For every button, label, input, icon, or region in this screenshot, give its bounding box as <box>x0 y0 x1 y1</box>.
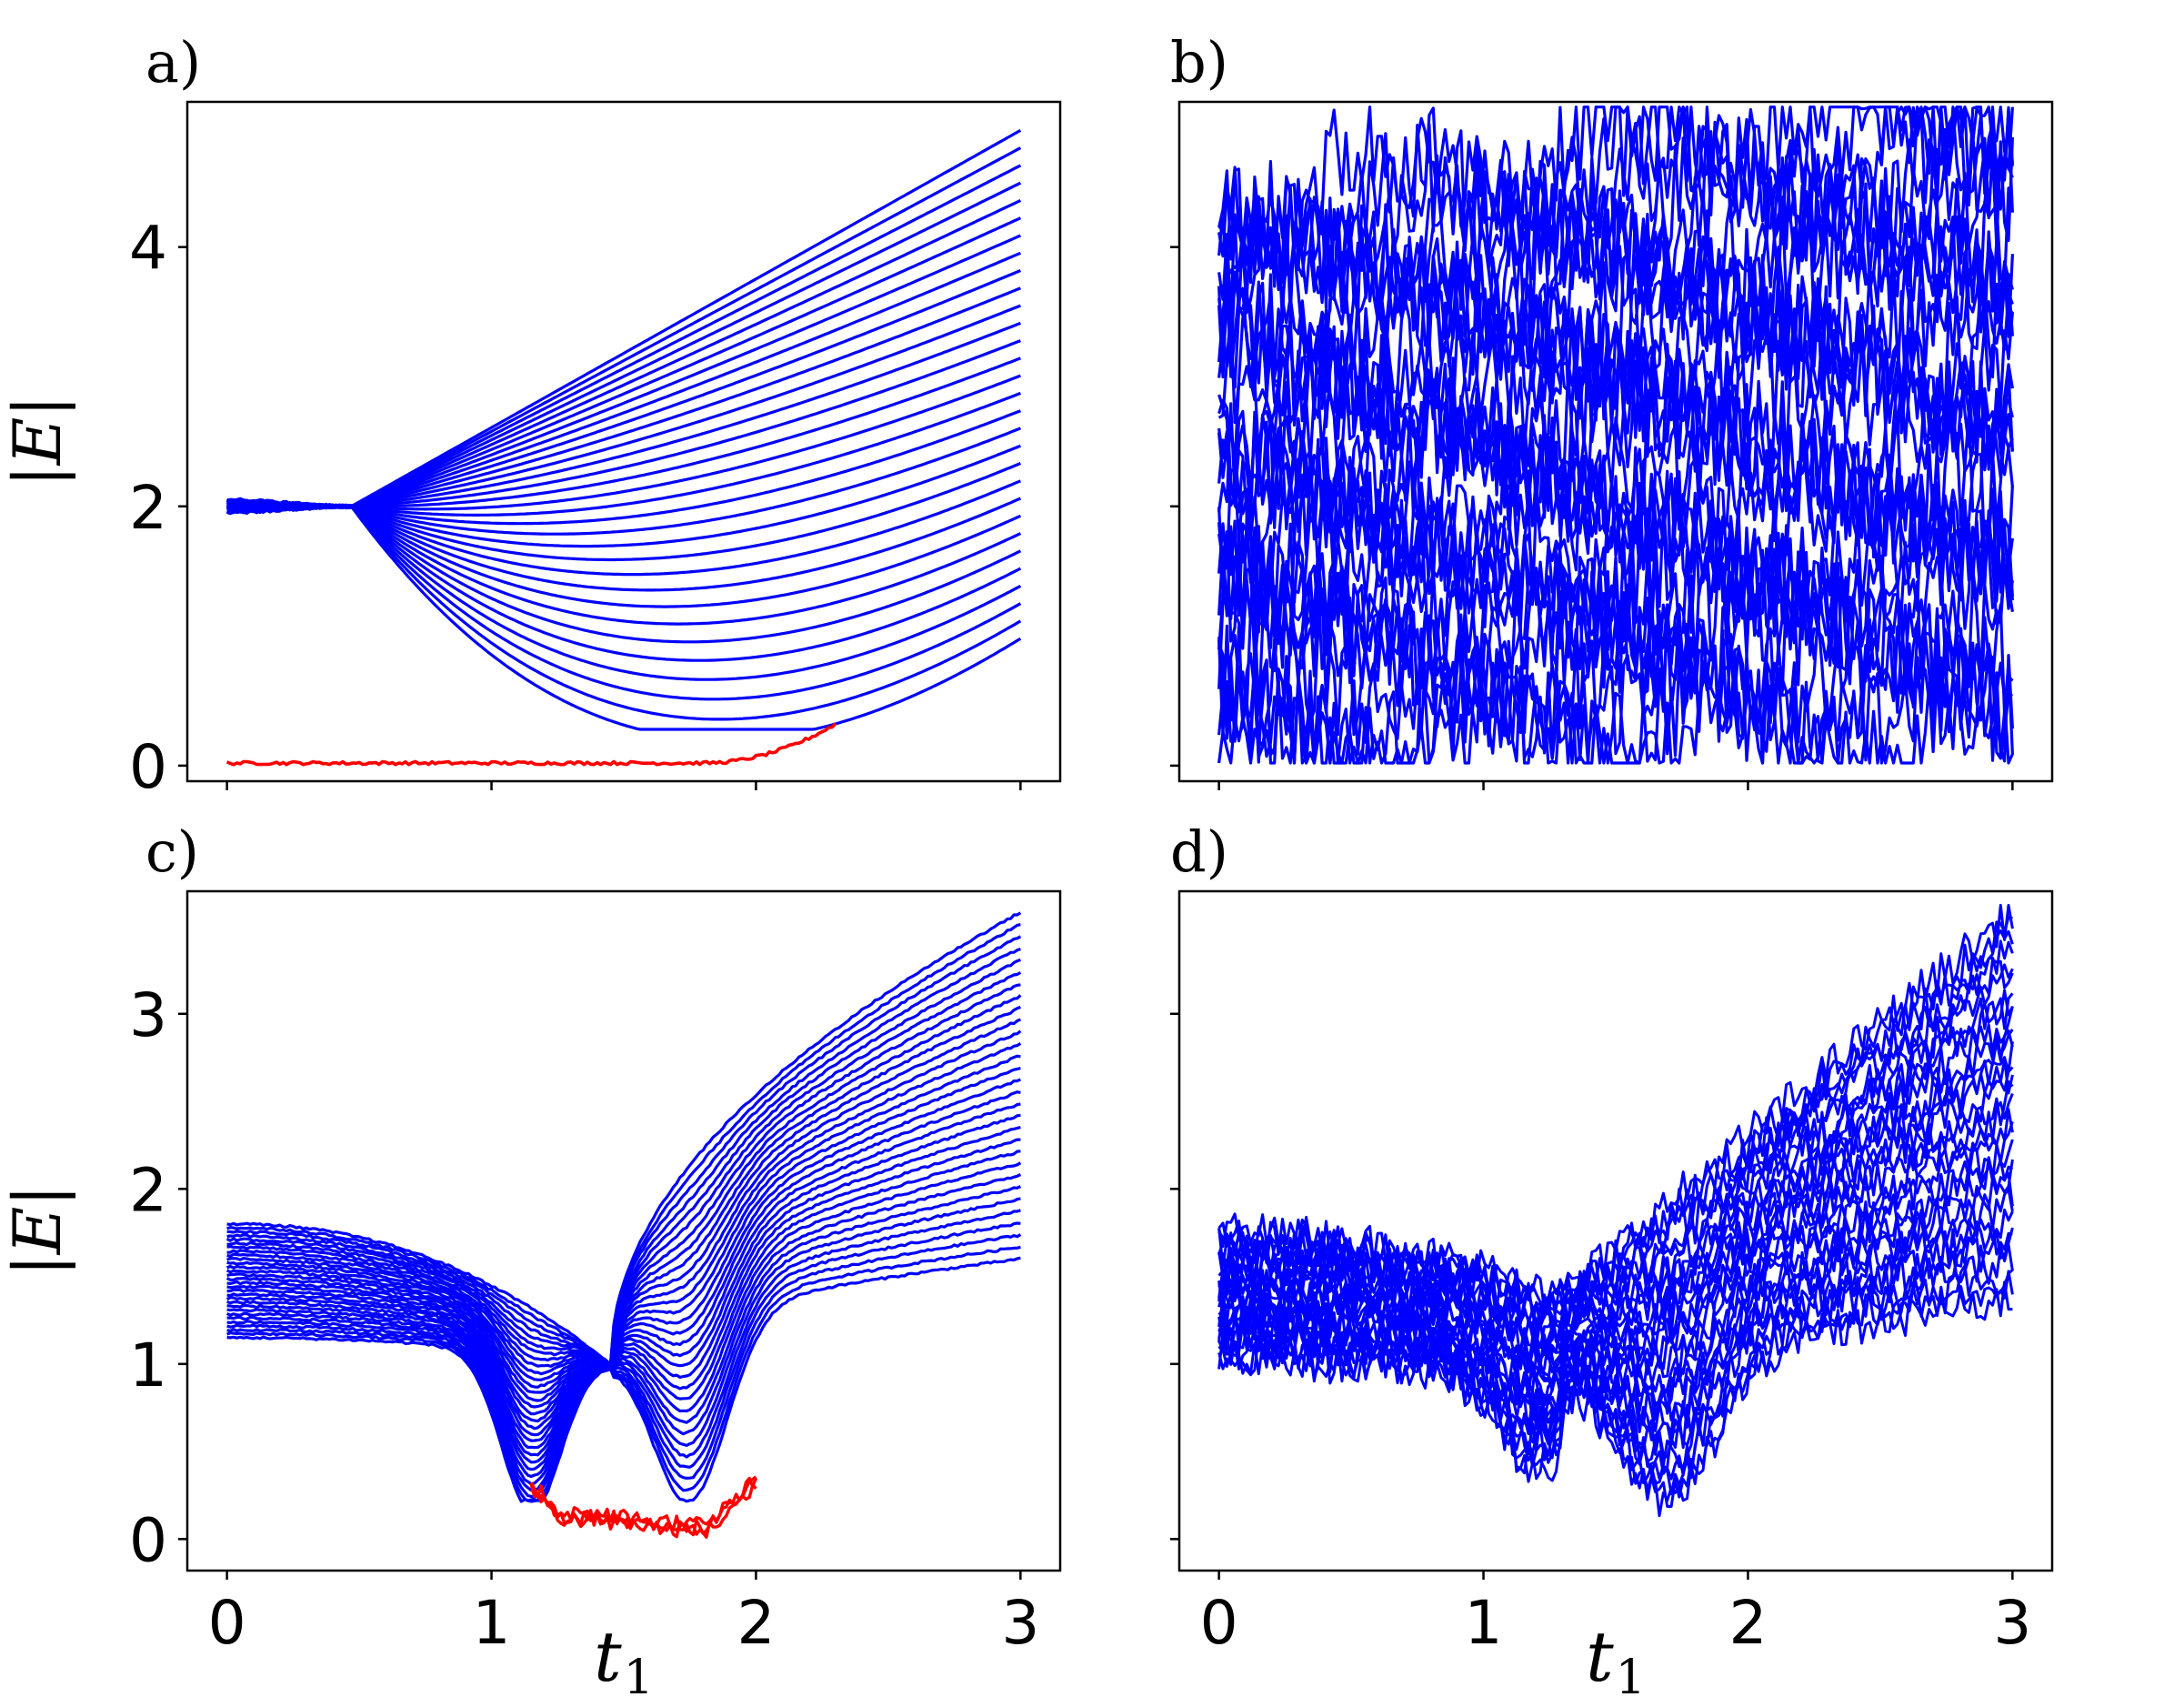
band-line <box>1217 183 2014 403</box>
panel-a-plot-area <box>225 128 1022 767</box>
band-line <box>1217 903 2014 1310</box>
y-tick-label: 0 <box>129 732 167 802</box>
band-line <box>1217 481 2014 678</box>
band-line <box>1217 105 2014 321</box>
band-line <box>1217 916 2013 1311</box>
band-line <box>226 1161 1022 1457</box>
panel-d-ticks: 0 1 2 3 <box>1170 1012 2031 1658</box>
band-line <box>226 1113 1021 1431</box>
y-tick-label: 1 <box>129 1330 167 1401</box>
band-line <box>226 128 1022 509</box>
panel-a-ticks: 0 2 4 <box>129 214 1022 802</box>
band-line <box>226 1150 1021 1450</box>
panel-c-ticks: 0 1 2 3 0 1 2 3 <box>129 980 1039 1658</box>
band-line <box>226 1173 1022 1464</box>
panel-c-xlabel-main: t <box>594 1616 622 1697</box>
y-tick-label: 2 <box>129 473 167 543</box>
band-line <box>226 1090 1021 1416</box>
panel-d-xlabel: t1 <box>1586 1616 1646 1697</box>
band-line <box>1217 1066 2014 1382</box>
panel-c-plot-area <box>225 911 1022 1539</box>
x-tick-label: 2 <box>736 1588 775 1658</box>
panel-a-axes-frame <box>185 100 1062 783</box>
x-tick-label: 0 <box>1200 1588 1238 1658</box>
band-line <box>226 1197 1021 1479</box>
panel-d-xlabel-sub: 1 <box>1616 1651 1646 1697</box>
panel-label-b: b) <box>1170 29 1228 95</box>
band-line <box>1217 215 2014 440</box>
band-line <box>226 1256 1021 1503</box>
band-line <box>1217 1220 2013 1469</box>
panel-b-plot-area <box>1217 105 2014 765</box>
band-line <box>225 1054 1021 1394</box>
band-line <box>1217 1092 2014 1399</box>
panel-a: a) 0 2 4 |E| <box>0 29 1062 802</box>
band-line <box>226 1126 1021 1437</box>
y-tick-label: 4 <box>129 214 167 284</box>
band-line <box>226 911 1022 1365</box>
band-line <box>226 1221 1021 1492</box>
band-line <box>1217 1264 2014 1496</box>
edge-mode-line <box>529 1476 758 1531</box>
band-line <box>1217 1029 2014 1361</box>
x-tick-label: 1 <box>1465 1588 1503 1658</box>
y-tick-label: 3 <box>129 980 167 1050</box>
band-line <box>225 1185 1022 1471</box>
band-line <box>1217 105 2014 309</box>
band-line <box>1217 1227 2014 1481</box>
band-line <box>1217 627 2014 765</box>
x-tick-label: 0 <box>208 1588 246 1658</box>
x-tick-label: 3 <box>1993 1588 2031 1658</box>
y-tick-label: 2 <box>129 1155 167 1225</box>
panel-b: b) <box>1170 29 2054 790</box>
x-tick-label: 3 <box>1001 1588 1039 1658</box>
panel-c-ylabel: |E| <box>0 1184 75 1276</box>
band-line <box>225 1138 1021 1442</box>
y-tick-label: 0 <box>129 1505 167 1575</box>
panel-d-plot-area <box>1217 903 2014 1518</box>
panel-b-ticks <box>1170 246 2014 790</box>
panel-label-d: d) <box>1170 818 1228 885</box>
band-line <box>1217 393 2014 586</box>
band-line <box>225 1245 1021 1502</box>
panel-c-axes-frame <box>185 889 1062 1572</box>
edge-mode-line <box>225 722 837 767</box>
panel-d-xlabel-main: t <box>1586 1616 1614 1697</box>
panel-label-a: a) <box>145 29 201 95</box>
band-line <box>225 1078 1022 1409</box>
panel-a-ylabel: |E| <box>0 395 75 487</box>
x-tick-label: 2 <box>1728 1588 1767 1658</box>
band-line <box>226 1233 1022 1500</box>
x-tick-label: 1 <box>473 1588 511 1658</box>
panel-c-xlabel-sub: 1 <box>624 1651 654 1697</box>
band-line <box>226 1209 1021 1486</box>
panel-d-axes-frame <box>1177 889 2054 1572</box>
panel-label-c: c) <box>145 818 199 885</box>
panel-c-xlabel: t1 <box>594 1616 654 1697</box>
band-line <box>225 1042 1022 1389</box>
panel-b-axes-frame <box>1177 100 2054 783</box>
band-line <box>226 1102 1021 1423</box>
band-line <box>1217 105 2014 276</box>
